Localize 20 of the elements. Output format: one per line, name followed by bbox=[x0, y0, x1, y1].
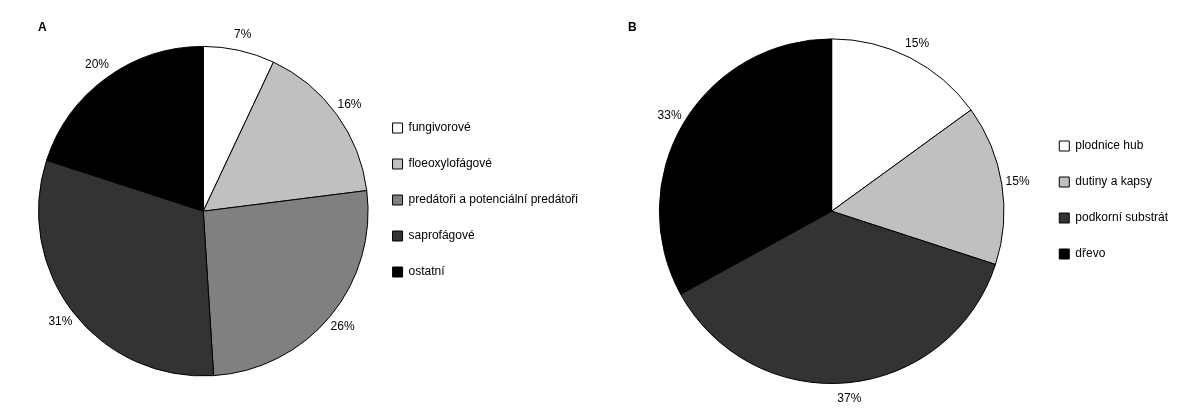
legend-label: plodnice hub bbox=[1075, 138, 1144, 153]
data-label: 16% bbox=[337, 97, 362, 112]
data-label: 15% bbox=[905, 35, 930, 50]
chart-title: B bbox=[628, 19, 637, 34]
legend-label: podkorní substrát bbox=[1075, 210, 1169, 225]
legend-label: dutiny a kapsy bbox=[1075, 174, 1152, 189]
legend-label: saprofágové bbox=[408, 228, 475, 243]
data-label: 31% bbox=[48, 314, 73, 329]
legend-label: dřevo bbox=[1075, 246, 1106, 261]
legend-label: fungivorové bbox=[408, 120, 471, 135]
chart-title: A bbox=[38, 19, 47, 34]
data-label: 7% bbox=[234, 27, 252, 42]
data-label: 26% bbox=[330, 318, 355, 333]
data-label: 15% bbox=[1005, 174, 1030, 189]
data-label: 20% bbox=[85, 57, 110, 72]
legend-label: ostatní bbox=[408, 264, 446, 279]
legend-label: floeoxylofágové bbox=[408, 156, 493, 171]
data-label: 37% bbox=[837, 390, 862, 405]
data-label: 33% bbox=[657, 107, 682, 122]
legend-label: predátoři a potenciální predátoři bbox=[408, 192, 579, 207]
